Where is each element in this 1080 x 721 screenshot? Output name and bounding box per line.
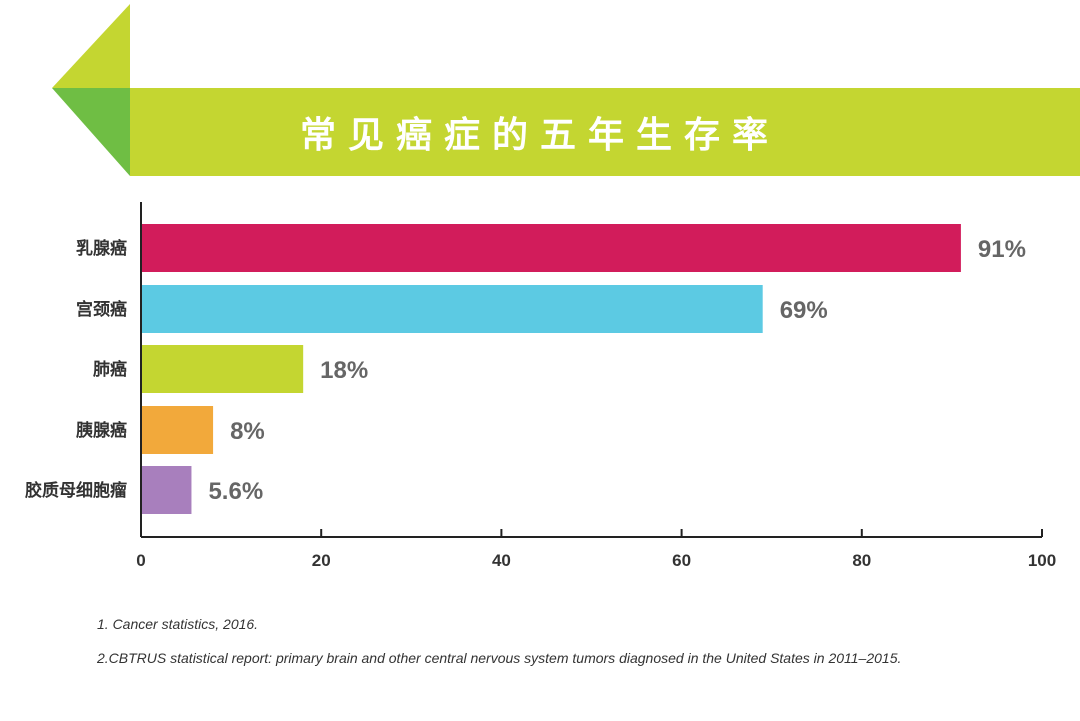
x-tick-label-80: 80 [852, 551, 871, 570]
footnote-2: 2.CBTRUS statistical report: primary bra… [97, 650, 902, 666]
x-tick-label-60: 60 [672, 551, 691, 570]
value-label-2: 69% [780, 297, 828, 324]
category-label-2: 宫颈癌 [76, 299, 127, 320]
banner-arrow-tail [52, 88, 130, 176]
x-tick-label-40: 40 [492, 551, 511, 570]
x-tick-label-20: 20 [312, 551, 331, 570]
value-label-5: 5.6% [208, 478, 263, 505]
bar-2 [141, 285, 763, 333]
page-title: 常见癌症的五年生存率 [299, 115, 780, 156]
bar-3 [141, 345, 304, 393]
footnote-1: 1. Cancer statistics, 2016. [97, 616, 259, 632]
x-tick-label-100: 100 [1028, 551, 1056, 570]
bar-5 [141, 466, 192, 514]
category-label-1: 乳腺癌 [76, 238, 127, 259]
value-label-3: 18% [320, 357, 368, 384]
banner-arrow-shape [52, 4, 1080, 176]
banner-band [130, 88, 1080, 176]
category-label-5: 胶质母细胞瘤 [25, 480, 127, 501]
bar-chart: 乳腺癌 91% 宫颈癌 69% 肺癌 18% 胰腺癌 8% 胶质母细胞瘤 5.6% 0 20 40 60 8… [25, 202, 1056, 570]
x-tick-label-0: 0 [136, 551, 145, 570]
bar-1 [141, 224, 961, 272]
category-label-3: 肺癌 [93, 359, 127, 380]
bar-4 [141, 406, 214, 454]
category-label-4: 胰腺癌 [76, 420, 127, 441]
value-label-4: 8% [230, 418, 265, 445]
value-label-1: 91% [978, 236, 1026, 263]
title-banner: 常见癌症的五年生存率 [0, 0, 1080, 180]
banner-arrow-head [52, 4, 130, 88]
